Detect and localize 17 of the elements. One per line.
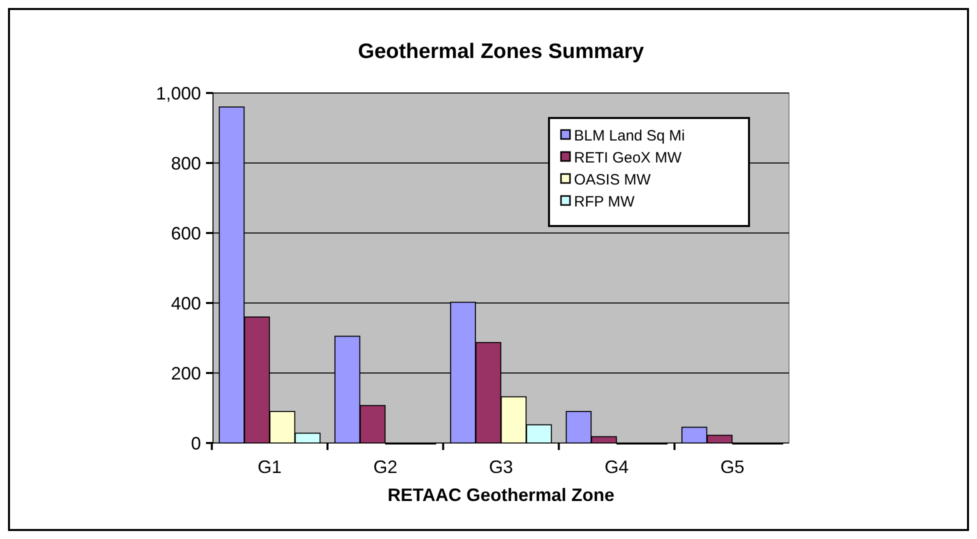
x-tick-label: G2 <box>373 457 398 477</box>
legend-label: BLM Land Sq Mi <box>574 127 685 144</box>
y-tick-label: 400 <box>170 293 201 314</box>
y-tick-label: 600 <box>170 223 201 244</box>
y-tick-label: 1,000 <box>156 83 201 104</box>
x-axis-title: RETAAC Geothermal Zone <box>388 485 614 505</box>
y-tick-label: 800 <box>170 153 201 174</box>
x-tick-label: G5 <box>720 457 744 477</box>
legend-label: RFP MW <box>574 193 636 210</box>
chart-title: Geothermal Zones Summary <box>358 40 644 63</box>
y-tick-label: 200 <box>170 363 201 384</box>
x-tick-label: G1 <box>258 457 282 477</box>
legend-label: RETI GeoX MW <box>574 149 682 166</box>
legend-label: OASIS MW <box>574 171 652 188</box>
y-tick-label: 0 <box>190 433 201 454</box>
x-tick-label: G4 <box>604 457 629 477</box>
x-tick-label: G3 <box>488 457 514 477</box>
